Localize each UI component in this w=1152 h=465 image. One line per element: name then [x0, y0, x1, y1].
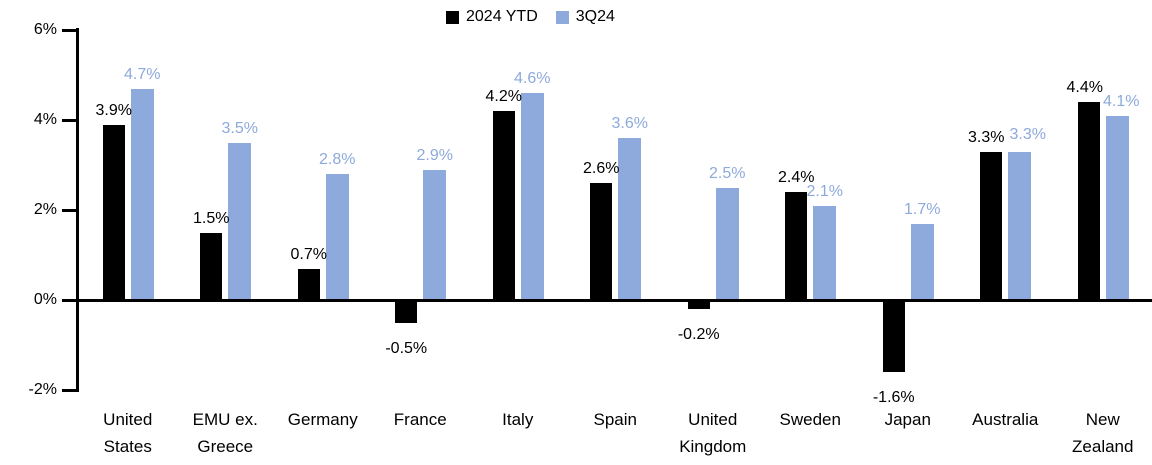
y-axis-tick-label: 6% [33, 21, 57, 38]
category-label-france: France [365, 406, 475, 433]
bar-2024-ytd-emu-ex-greece [200, 232, 223, 300]
category-label-line: States [103, 437, 152, 456]
data-label-3q24-spain: 3.6% [611, 115, 648, 132]
category-label-line: Greece [197, 437, 254, 456]
bar-2024-ytd-sweden [785, 192, 808, 300]
chart-legend: 2024 YTD 3Q24 [446, 9, 615, 25]
bar-2024-ytd-australia [980, 151, 1003, 300]
bar-2024-ytd-united-kingdom [687, 301, 710, 309]
bar-3q24-australia [1008, 151, 1032, 300]
category-label-spain: Spain [560, 406, 670, 433]
y-axis-line [76, 28, 79, 392]
bar-3q24-united-states [130, 88, 154, 300]
data-label-3q24-united-kingdom: 2.5% [709, 164, 746, 182]
data-label-3q24-emu-ex-greece: 3.5% [221, 119, 258, 137]
bar-2024-ytd-new-zealand [1077, 102, 1100, 300]
category-label-line: Kingdom [679, 437, 747, 456]
bar-3q24-japan [910, 223, 934, 300]
data-label-3q24-new-zealand: 4.1% [1103, 92, 1140, 110]
data-label-2024-ytd-japan: -1.6% [872, 389, 915, 406]
category-label-line: Germany [287, 410, 358, 429]
category-label-line: Spain [593, 410, 637, 429]
bar-3q24-sweden [813, 205, 837, 300]
y-axis-tick-mark [62, 29, 76, 32]
legend-swatch-icon [446, 10, 459, 24]
bar-3q24-new-zealand [1105, 115, 1129, 300]
category-label-united-states: United States [73, 406, 183, 460]
data-label-2024-ytd-emu-ex-greece: 1.5% [193, 209, 230, 227]
category-label-line: United [103, 410, 153, 429]
data-label-2024-ytd-spain: 2.6% [583, 160, 620, 177]
legend-entry-2024-ytd: 2024 YTD [446, 9, 538, 25]
y-axis-tick-label: 4% [33, 111, 57, 128]
data-label-3q24-italy: 4.6% [514, 70, 551, 87]
x-axis-baseline [62, 299, 1152, 302]
category-label-line: United [688, 410, 738, 429]
y-axis-tick-label: 2% [33, 201, 57, 218]
bar-2024-ytd-united-states [102, 124, 125, 300]
data-label-3q24-germany: 2.8% [319, 151, 356, 168]
data-label-3q24-australia: 3.3% [1009, 125, 1046, 143]
category-label-line: Australia [972, 410, 1039, 429]
bar-2024-ytd-spain [590, 183, 613, 300]
legend-swatch-icon [555, 10, 569, 24]
y-axis-tick-mark [62, 389, 76, 392]
y-axis-tick-mark [62, 209, 76, 212]
bar-2024-ytd-italy [492, 111, 515, 300]
category-label-line: Sweden [779, 410, 841, 429]
category-label-germany: Germany [268, 406, 378, 433]
y-axis-tick-label: 0% [33, 291, 57, 308]
bar-3q24-emu-ex-greece [228, 142, 252, 300]
data-label-3q24-japan: 1.7% [904, 200, 941, 218]
bar-2024-ytd-france [395, 301, 418, 323]
category-label-line: Zealand [1072, 437, 1134, 456]
legend-label: 3Q24 [575, 8, 615, 25]
category-label-new-zealand: New Zealand [1048, 406, 1152, 460]
bar-3q24-germany [325, 174, 349, 300]
category-label-line: EMU ex. [192, 410, 258, 429]
data-label-2024-ytd-united-states: 3.9% [95, 101, 132, 119]
bar-3q24-italy [520, 93, 544, 300]
category-label-japan: Japan [853, 406, 963, 433]
data-label-3q24-france: 2.9% [416, 146, 453, 164]
category-label-sweden: Sweden [755, 406, 865, 433]
y-axis-tick-mark [62, 119, 76, 122]
category-label-australia: Australia [950, 406, 1060, 433]
category-label-line: New [1085, 410, 1120, 429]
data-label-2024-ytd-united-kingdom: -0.2% [677, 326, 720, 343]
data-label-2024-ytd-germany: 0.7% [290, 245, 327, 263]
data-label-2024-ytd-australia: 3.3% [968, 128, 1005, 146]
category-label-line: Italy [502, 410, 534, 429]
legend-entry-3q24: 3Q24 [555, 8, 615, 25]
bar-3q24-france [423, 169, 447, 300]
data-label-3q24-sweden: 2.1% [806, 182, 843, 200]
category-label-line: Japan [884, 410, 931, 429]
bar-2024-ytd-japan [882, 301, 905, 372]
category-label-italy: Italy [463, 406, 573, 433]
data-label-2024-ytd-italy: 4.2% [485, 88, 522, 105]
legend-label: 2024 YTD [466, 8, 538, 25]
category-label-united-kingdom: United Kingdom [658, 406, 768, 460]
bar-2024-ytd-germany [297, 268, 320, 300]
bar-3q24-spain [618, 138, 642, 300]
category-label-line: France [393, 410, 447, 429]
data-label-2024-ytd-new-zealand: 4.4% [1066, 79, 1103, 96]
data-label-2024-ytd-france: -0.5% [385, 339, 428, 357]
bar-3q24-united-kingdom [715, 187, 739, 300]
data-label-2024-ytd-sweden: 2.4% [778, 169, 815, 186]
y-axis-tick-label: -2% [28, 381, 57, 398]
category-label-emu-ex-greece: EMU ex. Greece [170, 406, 280, 460]
data-label-3q24-united-states: 4.7% [124, 65, 161, 83]
